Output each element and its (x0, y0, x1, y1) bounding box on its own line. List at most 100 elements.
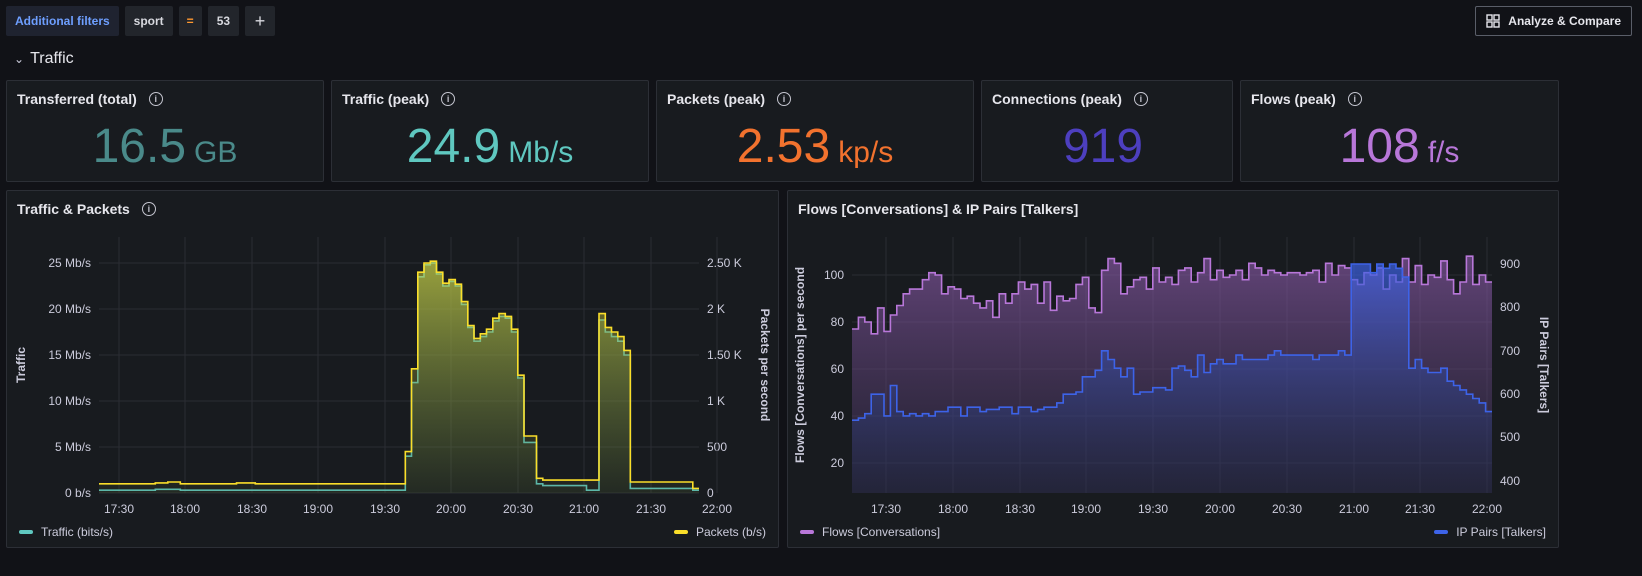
legend-item-traffic[interactable]: Traffic (bits/s) (19, 525, 113, 539)
y2-tick-label: 500 (1500, 430, 1520, 444)
legend-item-flows[interactable]: Flows [Conversations] (800, 525, 940, 539)
legend-item-pairs[interactable]: IP Pairs [Talkers] (1434, 525, 1546, 539)
x-tick-label: 22:00 (1472, 502, 1502, 516)
stat-panel-transferred: Transferred (total) i 16.5 GB (6, 80, 324, 182)
x-tick-label: 19:00 (1071, 502, 1101, 516)
filter-operator[interactable]: = (178, 6, 202, 36)
info-icon[interactable]: i (777, 92, 792, 106)
stat-value: 2.53 (736, 120, 831, 173)
add-filter-button[interactable]: + (245, 6, 276, 36)
x-tick-label: 21:00 (1339, 502, 1369, 516)
y-tick-label: 25 Mb/s (48, 256, 91, 270)
stat-unit: Mb/s (508, 136, 574, 169)
x-tick-label: 18:00 (938, 502, 968, 516)
info-icon[interactable]: i (141, 202, 156, 216)
y-axis-label: Traffic (14, 347, 28, 383)
y-tick-label: 0 b/s (65, 486, 91, 500)
stat-title: Flows (peak) (1251, 91, 1336, 107)
y-tick-label: 60 (831, 362, 845, 376)
y2-tick-label: 0 (707, 486, 714, 500)
y-tick-label: 20 (831, 456, 845, 470)
flows-ip-pairs-chart: 100 80 60 40 20 900 800 700 600 500 400 17:30 18:00 1… (793, 237, 1551, 516)
x-tick-label: 19:00 (303, 502, 333, 516)
row-title: Traffic (30, 50, 74, 67)
y-tick-label: 100 (824, 268, 844, 282)
x-tick-label: 17:30 (871, 502, 901, 516)
y2-tick-label: 2.50 K (707, 256, 742, 270)
stat-title: Transferred (total) (17, 91, 137, 107)
x-tick-label: 20:00 (1205, 502, 1235, 516)
additional-filters-label[interactable]: Additional filters (6, 6, 119, 36)
legend-swatch (1434, 530, 1449, 534)
legend-item-packets[interactable]: Packets (b/s) (673, 525, 766, 539)
legend-label: Flows [Conversations] (822, 525, 941, 539)
info-icon[interactable]: i (1347, 92, 1362, 106)
series-line-1 (852, 263, 1492, 421)
filter-value[interactable]: 53 (207, 6, 240, 36)
stat-unit: GB (194, 136, 238, 169)
y-tick-label: 20 Mb/s (48, 302, 91, 316)
stat-panel-flows: Flows (peak) i 108 f/s (1240, 80, 1559, 182)
panel-title: Traffic & Packets (17, 201, 130, 217)
legend-label: Traffic (bits/s) (41, 525, 114, 539)
stat-value: 919 (1062, 120, 1144, 173)
y2-tick-label: 400 (1500, 474, 1520, 488)
filter-key[interactable]: sport (124, 6, 173, 36)
x-tick-label: 21:30 (636, 502, 666, 516)
x-tick-label: 22:00 (702, 502, 732, 516)
legend-label: Packets (b/s) (695, 525, 766, 539)
info-icon[interactable]: i (1133, 92, 1148, 106)
y-tick-label: 15 Mb/s (48, 348, 91, 362)
row-toggle-traffic[interactable]: ⌄ Traffic (14, 50, 74, 68)
x-tick-label: 17:30 (104, 502, 134, 516)
chevron-down-icon: ⌄ (14, 52, 25, 66)
legend-swatch (800, 530, 814, 534)
info-icon[interactable]: i (148, 92, 163, 106)
analyze-compare-label: Analyze & Compare (1508, 14, 1621, 28)
x-tick-label: 21:00 (569, 502, 599, 516)
stat-unit: f/s (1427, 136, 1460, 169)
panel-title: Flows [Conversations] & IP Pairs [Talker… (798, 201, 1079, 217)
flows-ip-pairs-panel: Flows [Conversations] & IP Pairs [Talker… (787, 190, 1559, 548)
stat-unit: kp/s (838, 136, 894, 169)
y2-tick-label: 700 (1500, 344, 1520, 358)
traffic-packets-panel: Traffic & Packets i 25 Mb/s 20 Mb/s 15 Mb/… (6, 190, 779, 548)
y-tick-label: 5 Mb/s (55, 440, 91, 454)
grid-icon (1486, 14, 1500, 28)
y-tick-label: 10 Mb/s (48, 394, 91, 408)
stat-title: Traffic (peak) (342, 91, 430, 107)
y2-tick-label: 800 (1500, 300, 1520, 314)
legend-swatch (19, 530, 33, 534)
stat-title: Connections (peak) (992, 91, 1122, 107)
x-tick-label: 20:30 (503, 502, 533, 516)
legend-label: IP Pairs [Talkers] (1456, 525, 1546, 539)
filter-bar: Additional filters sport = 53 + (6, 6, 276, 36)
x-tick-label: 18:00 (170, 502, 200, 516)
x-tick-label: 19:30 (370, 502, 400, 516)
x-tick-label: 18:30 (1005, 502, 1035, 516)
info-icon[interactable]: i (441, 92, 456, 106)
y2-tick-label: 900 (1500, 257, 1520, 271)
stat-panel-connections: Connections (peak) i 919 (981, 80, 1233, 182)
y2-tick-label: 2 K (707, 302, 725, 316)
stat-title: Packets (peak) (667, 91, 766, 107)
y2-tick-label: 1 K (707, 394, 725, 408)
series-area-1 (99, 261, 699, 493)
stat-panel-packets: Packets (peak) i 2.53 kp/s (656, 80, 974, 182)
stat-value: 24.9 (406, 120, 501, 173)
y2-tick-label: 600 (1500, 387, 1520, 401)
analyze-compare-button[interactable]: Analyze & Compare (1475, 6, 1632, 36)
traffic-packets-chart: 25 Mb/s 20 Mb/s 15 Mb/s 10 Mb/s 5 Mb/s 0 b/s 2… (14, 237, 772, 516)
legend-swatch (673, 530, 688, 534)
stat-value: 16.5 (92, 120, 187, 173)
stat-panel-traffic: Traffic (peak) i 24.9 Mb/s (331, 80, 649, 182)
y-tick-label: 40 (831, 409, 845, 423)
y2-tick-label: 1.50 K (707, 348, 742, 362)
x-tick-label: 18:30 (237, 502, 267, 516)
stat-value: 108 (1339, 120, 1420, 173)
x-tick-label: 20:00 (436, 502, 466, 516)
y2-axis-label: IP Pairs [Talkers] (1537, 317, 1551, 413)
y-tick-label: 80 (831, 315, 845, 329)
x-tick-label: 21:30 (1405, 502, 1435, 516)
x-tick-label: 19:30 (1138, 502, 1168, 516)
